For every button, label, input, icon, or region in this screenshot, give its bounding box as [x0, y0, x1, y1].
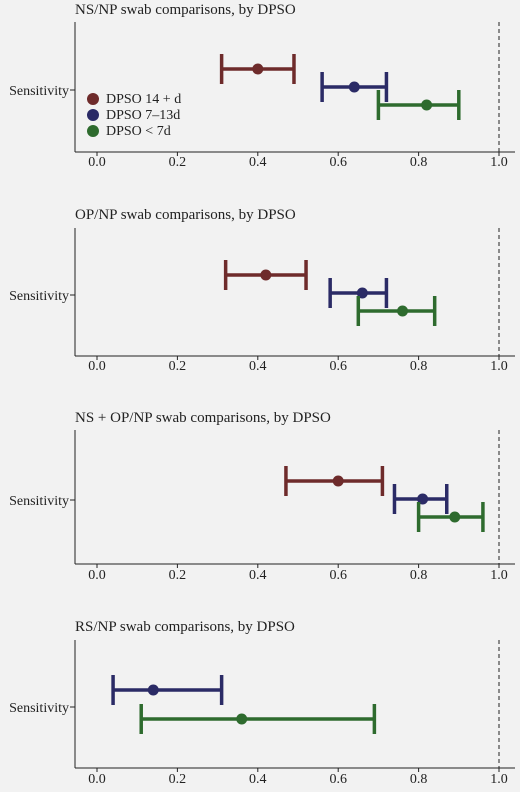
- series-dpso-7d: [139, 704, 377, 734]
- panel-4: RS/NP swab comparisons, by DPSO Sensitivi…: [9, 619, 515, 787]
- panel-title: OP/NP swab comparisons, by DPSO: [75, 207, 296, 223]
- x-tick-label: 1.0: [490, 568, 508, 583]
- estimate-point: [147, 684, 159, 696]
- x-tick-label: 1.0: [490, 359, 508, 374]
- panel-3: NS + OP/NP swab comparisons, by DPSO Sens…: [9, 410, 515, 583]
- x-tick-label: 1.0: [490, 155, 508, 170]
- y-axis-label: Sensitivity: [9, 494, 69, 509]
- x-tick-label: 0.0: [88, 568, 106, 583]
- estimate-point: [332, 475, 344, 487]
- estimate-point: [421, 99, 433, 111]
- estimate-point: [348, 81, 360, 93]
- x-tick-label: 0.2: [169, 155, 187, 170]
- legend-swatch: [87, 93, 99, 105]
- y-axis-label: Sensitivity: [9, 289, 69, 304]
- estimate-point: [356, 287, 368, 299]
- x-tick-label: 0.6: [329, 772, 347, 787]
- series-dpso-7d: [376, 90, 461, 120]
- series-dpso-14-d: [219, 54, 296, 84]
- series-dpso-7-13d: [320, 72, 389, 102]
- estimate-point: [417, 493, 429, 505]
- x-tick-label: 0.2: [169, 772, 187, 787]
- x-tick-label: 0.2: [169, 568, 187, 583]
- x-tick-label: 0.8: [410, 155, 428, 170]
- legend-label: DPSO < 7d: [106, 124, 171, 139]
- legend-swatch: [87, 125, 99, 137]
- panel-title: NS + OP/NP swab comparisons, by DPSO: [75, 410, 331, 426]
- legend-label: DPSO 7–13d: [106, 108, 180, 123]
- x-tick-label: 0.4: [249, 155, 267, 170]
- series-dpso-14-d: [223, 260, 308, 290]
- estimate-point: [260, 269, 272, 281]
- y-axis-label: Sensitivity: [9, 701, 69, 716]
- panel-title: NS/NP swab comparisons, by DPSO: [75, 2, 296, 18]
- x-tick-label: 0.8: [410, 568, 428, 583]
- x-tick-label: 0.6: [329, 359, 347, 374]
- x-tick-label: 0.4: [249, 359, 267, 374]
- estimate-point: [397, 305, 409, 317]
- x-tick-label: 0.0: [88, 772, 106, 787]
- x-tick-label: 0.6: [329, 155, 347, 170]
- x-tick-label: 1.0: [490, 772, 508, 787]
- legend-swatch: [87, 109, 99, 121]
- x-tick-label: 0.8: [410, 359, 428, 374]
- y-axis-label: Sensitivity: [9, 84, 69, 99]
- estimate-point: [449, 511, 461, 523]
- panel-title: RS/NP swab comparisons, by DPSO: [75, 619, 295, 635]
- x-tick-label: 0.6: [329, 568, 347, 583]
- x-tick-label: 0.8: [410, 772, 428, 787]
- series-dpso-7-13d: [328, 278, 389, 308]
- series-dpso-14-d: [284, 466, 385, 496]
- series-dpso-7d: [416, 502, 485, 532]
- estimate-point: [236, 713, 248, 725]
- series-dpso-7d: [356, 296, 437, 326]
- estimate-point: [252, 63, 264, 75]
- x-tick-label: 0.4: [249, 568, 267, 583]
- x-tick-label: 0.0: [88, 155, 106, 170]
- legend-label: DPSO 14 + d: [106, 92, 181, 107]
- x-tick-label: 0.4: [249, 772, 267, 787]
- series-dpso-7-13d: [392, 484, 449, 514]
- x-tick-label: 0.0: [88, 359, 106, 374]
- series-dpso-7-13d: [111, 675, 224, 705]
- x-tick-label: 0.2: [169, 359, 187, 374]
- panel-1: NS/NP swab comparisons, by DPSO Sensitivi…: [9, 2, 515, 170]
- panel-2: OP/NP swab comparisons, by DPSO Sensitivi…: [9, 207, 515, 374]
